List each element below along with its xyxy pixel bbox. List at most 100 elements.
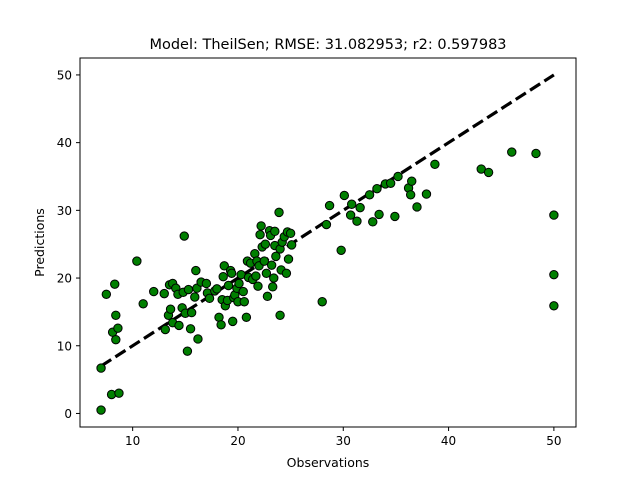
data-point — [219, 261, 229, 271]
data-point — [324, 200, 335, 211]
data-point — [259, 256, 269, 266]
data-point — [317, 297, 327, 307]
data-point — [393, 171, 403, 182]
data-point — [138, 299, 148, 309]
data-point — [193, 334, 203, 344]
chart-title: Model: TheilSen; RMSE: 31.082953; r2: 0.… — [149, 37, 506, 53]
data-point — [412, 202, 422, 212]
data-point — [186, 307, 197, 318]
y-axis-label: Predictions — [32, 208, 47, 277]
y-tick-label: 20 — [57, 272, 72, 286]
data-point — [191, 265, 201, 276]
data-point — [190, 292, 200, 302]
data-point — [111, 334, 121, 345]
data-point — [110, 279, 120, 289]
data-point — [241, 312, 252, 323]
x-tick-label: 40 — [441, 434, 456, 448]
data-point — [96, 405, 106, 415]
y-tick-label: 40 — [57, 136, 72, 150]
data-point — [260, 239, 271, 249]
data-point — [549, 210, 559, 220]
data-point — [234, 278, 244, 289]
data-point — [285, 228, 296, 239]
data-point — [339, 190, 350, 201]
data-point — [270, 226, 280, 237]
data-point — [149, 286, 159, 297]
data-point — [390, 211, 400, 222]
data-point — [549, 269, 559, 280]
data-point — [405, 190, 416, 200]
data-point — [185, 324, 196, 334]
y-tick-label: 0 — [64, 407, 72, 421]
data-point — [275, 310, 285, 320]
data-point — [352, 216, 362, 226]
data-point — [364, 190, 375, 200]
data-point — [281, 268, 292, 279]
data-point — [274, 207, 284, 218]
data-point — [286, 240, 297, 250]
data-point — [132, 256, 142, 266]
data-point — [268, 282, 278, 292]
data-point — [183, 284, 194, 295]
data-point — [218, 271, 228, 282]
x-tick-label: 50 — [546, 434, 561, 448]
data-point — [421, 189, 432, 199]
data-point — [253, 281, 263, 291]
data-point — [345, 210, 356, 220]
identity-line — [100, 73, 555, 368]
x-tick-label: 10 — [125, 434, 140, 448]
data-point — [179, 231, 189, 241]
data-point — [182, 346, 193, 356]
data-point — [111, 310, 121, 320]
data-point — [261, 268, 272, 279]
data-point — [159, 288, 169, 299]
data-point — [336, 245, 346, 255]
x-axis-label: Observations — [287, 455, 370, 470]
data-point — [266, 260, 277, 270]
data-point — [430, 159, 440, 169]
data-point — [321, 219, 332, 230]
data-point — [262, 291, 273, 302]
y-tick-label: 10 — [57, 339, 72, 353]
data-point — [531, 148, 541, 159]
data-point — [255, 230, 265, 240]
data-point — [160, 324, 170, 335]
data-point — [216, 320, 226, 330]
data-point — [372, 183, 382, 194]
data-point — [407, 176, 417, 186]
data-point — [251, 271, 261, 281]
data-point — [239, 297, 249, 307]
data-point — [238, 286, 248, 297]
data-marks — [96, 73, 559, 415]
data-point — [368, 217, 378, 227]
data-point — [283, 254, 294, 264]
data-point — [507, 147, 517, 157]
data-point — [385, 178, 396, 188]
data-point — [101, 289, 112, 299]
data-point — [256, 221, 266, 231]
y-tick-label: 50 — [57, 68, 72, 82]
data-point — [204, 293, 215, 304]
x-tick-label: 30 — [336, 434, 351, 448]
data-point — [271, 251, 281, 262]
data-point — [355, 202, 365, 213]
data-point — [223, 280, 234, 291]
data-point — [114, 388, 124, 398]
data-point — [165, 304, 176, 314]
data-point — [549, 301, 559, 311]
data-point — [174, 320, 184, 331]
data-point — [96, 363, 106, 373]
data-point — [346, 199, 357, 209]
plot-frame — [79, 57, 577, 428]
data-point — [113, 323, 123, 333]
data-point — [201, 278, 212, 289]
x-tick-label: 20 — [230, 434, 245, 448]
y-tick-label: 30 — [57, 204, 72, 218]
data-point — [374, 209, 384, 220]
data-point — [212, 284, 222, 294]
data-point — [269, 273, 279, 283]
data-point — [226, 268, 237, 279]
